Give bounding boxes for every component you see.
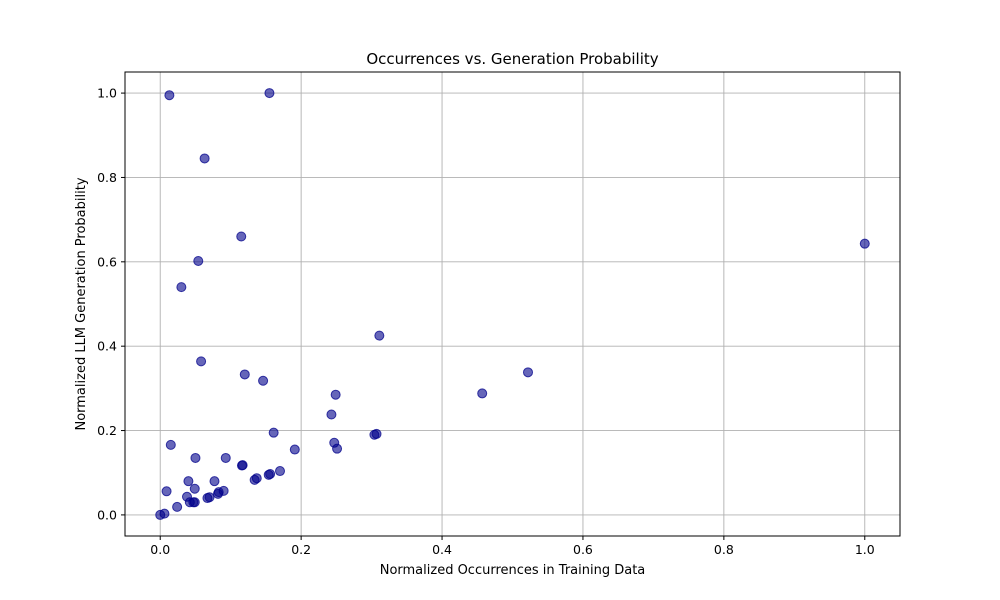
scatter-point <box>374 330 385 341</box>
scatter-point <box>477 388 488 399</box>
scatter-point <box>164 90 175 101</box>
scatter-point <box>183 476 194 487</box>
x-tick-label: 0.8 <box>714 542 734 557</box>
axis-ticks: 0.0 0.2 0.4 0.6 0.8 1.0 0.0 0.2 0.4 0.6 0.8 1.0 <box>97 86 875 557</box>
scatter-point <box>209 476 220 487</box>
scatter-point <box>189 497 200 508</box>
scatter-point <box>289 444 300 455</box>
data-points <box>155 88 870 520</box>
scatter-point <box>176 282 187 293</box>
scatter-point <box>190 452 201 463</box>
y-axis-label: Normalized LLM Generation Probability <box>74 177 89 430</box>
scatter-point <box>239 369 250 380</box>
scatter-point <box>220 452 231 463</box>
scatter-point <box>523 367 533 378</box>
scatter-point <box>199 153 210 164</box>
scatter-point <box>251 473 262 484</box>
x-tick-label: 0.4 <box>432 542 452 557</box>
x-axis-label: Normalized Occurrences in Training Data <box>380 563 646 578</box>
scatter-point <box>236 231 247 242</box>
scatter-point <box>332 443 343 454</box>
scatter-point <box>264 88 275 99</box>
scatter-point <box>326 409 337 420</box>
y-tick-label: 1.0 <box>97 86 117 101</box>
scatter-point <box>159 508 170 519</box>
x-tick-label: 0.6 <box>573 542 593 557</box>
scatter-point <box>193 255 204 266</box>
scatter-point <box>330 389 341 400</box>
scatter-point <box>275 466 285 477</box>
scatter-point <box>258 375 269 386</box>
scatter-point <box>161 486 172 497</box>
chart-title: Occurrences vs. Generation Probability <box>366 50 658 68</box>
y-tick-label: 0.2 <box>97 423 117 438</box>
scatter-point <box>265 468 276 479</box>
x-tick-label: 1.0 <box>855 542 875 557</box>
scatter-point <box>218 485 229 496</box>
scatter-point <box>371 428 382 439</box>
y-tick-label: 0.6 <box>97 254 117 269</box>
scatter-point <box>189 483 200 494</box>
x-tick-label: 0.2 <box>291 542 311 557</box>
y-tick-label: 0.8 <box>97 170 117 185</box>
scatter-point <box>172 501 183 512</box>
grid-lines <box>125 72 900 536</box>
y-tick-label: 0.4 <box>97 339 117 354</box>
scatter-point <box>165 439 176 450</box>
plot-frame <box>124 71 901 537</box>
scatter-point <box>204 492 215 503</box>
y-tick-label: 0.0 <box>97 507 117 522</box>
x-tick-label: 0.0 <box>150 542 170 557</box>
scatter-point <box>268 427 279 438</box>
scatter-point <box>196 356 207 367</box>
scatter-point <box>237 460 248 471</box>
scatter-point <box>859 238 870 249</box>
